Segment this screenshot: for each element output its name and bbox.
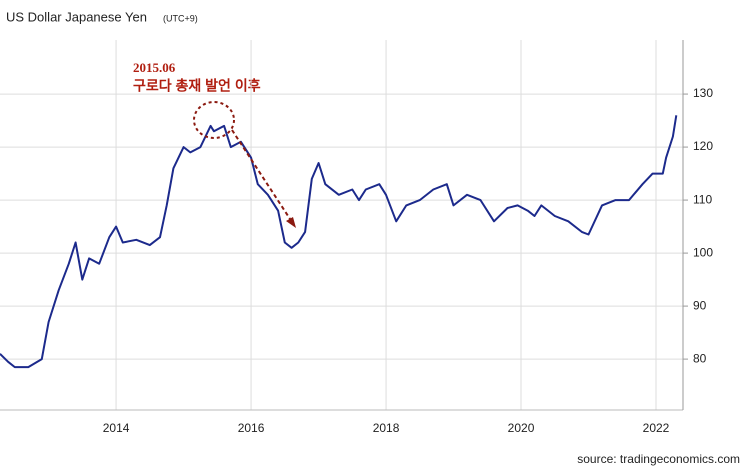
x-tick-label: 2022 bbox=[643, 421, 670, 435]
chart-title: US Dollar Japanese Yen bbox=[6, 9, 147, 24]
x-tick-label: 2014 bbox=[103, 421, 130, 435]
y-tick-label: 80 bbox=[693, 351, 707, 365]
chart-subtitle: (UTC+9) bbox=[163, 13, 198, 23]
highlight-circle bbox=[193, 101, 235, 139]
source: source: tradingeconomics.com bbox=[577, 452, 740, 466]
annotation: 2015.06 bbox=[133, 60, 176, 75]
x-tick-label: 2020 bbox=[508, 421, 535, 435]
arrow bbox=[231, 129, 293, 223]
annotation: 구로다 총재 발언 이후 bbox=[133, 78, 261, 94]
x-tick-label: 2018 bbox=[373, 421, 400, 435]
y-tick-label: 110 bbox=[693, 192, 712, 206]
y-tick-label: 130 bbox=[693, 86, 713, 100]
y-tick-label: 90 bbox=[693, 298, 707, 312]
arrow-head bbox=[286, 217, 296, 228]
line-series bbox=[0, 115, 678, 369]
plot: 80 90 100 110 120 130 2014 2016 2018 2020 2022 bbox=[0, 40, 713, 435]
x-tick-label: 2016 bbox=[238, 421, 265, 435]
y-tick-label: 100 bbox=[693, 245, 713, 259]
y-tick-label: 120 bbox=[693, 139, 713, 153]
